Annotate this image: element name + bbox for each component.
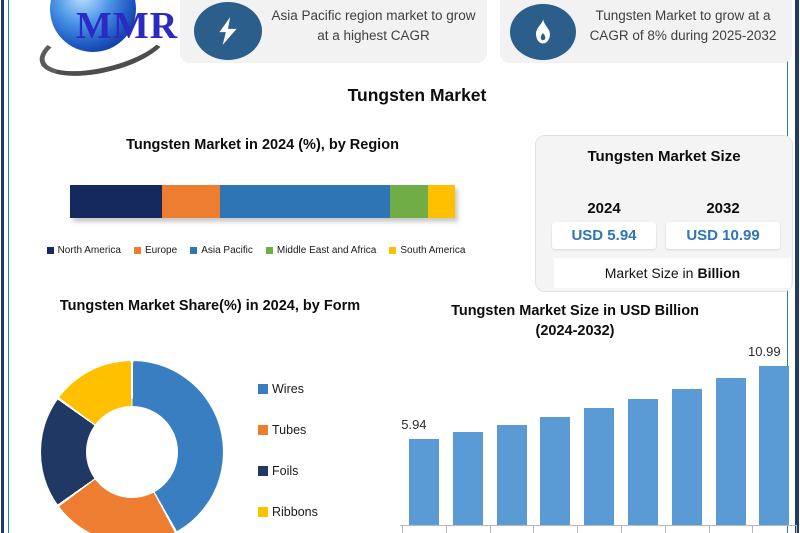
footnote-bold: Billion xyxy=(697,265,741,281)
highlight-card-text: Asia Pacific region market to grow at a … xyxy=(271,8,476,43)
panel-column-2032: 2032 USD 10.99 xyxy=(666,200,780,249)
form-donut-chart xyxy=(41,361,223,533)
axis-tick xyxy=(533,525,535,533)
trend-bar-2029 xyxy=(627,398,658,525)
legend-item: Wires xyxy=(258,382,318,396)
legend-label: Europe xyxy=(144,245,178,256)
axis-tick xyxy=(402,525,403,533)
legend-swatch xyxy=(190,247,198,254)
trend-chart-title: Tungsten Market Size in USD Billion (202… xyxy=(415,301,735,342)
axis-tick xyxy=(752,525,754,533)
panel-year: 2032 xyxy=(706,200,740,217)
x-axis-line xyxy=(400,525,796,526)
frame-left-inner xyxy=(8,0,9,533)
panel-value: USD 10.99 xyxy=(666,222,780,249)
legend-item: Ribbons xyxy=(258,505,318,519)
trend-bar-2025 xyxy=(452,432,483,525)
legend-swatch xyxy=(258,384,268,394)
panel-title: Tungsten Market Size xyxy=(587,148,741,165)
region-segment-asia-pacific xyxy=(220,185,390,218)
legend-label: Ribbons xyxy=(272,505,318,519)
axis-tick xyxy=(796,525,798,533)
panel-value: USD 5.94 xyxy=(552,222,656,249)
lightning-icon xyxy=(194,2,262,60)
legend-item: North America xyxy=(46,245,121,256)
frame-left-outer xyxy=(1,0,4,533)
bar-value-label: 5.94 xyxy=(401,417,427,433)
legend-label: South America xyxy=(400,245,466,256)
legend-item: Europe xyxy=(133,245,178,256)
region-segment-middle-east-and-africa xyxy=(389,185,429,218)
legend-item: Tubes xyxy=(258,423,318,437)
form-legend: Wires Tubes Foils Ribbons xyxy=(258,382,318,519)
bar-value-label: 10.99 xyxy=(748,344,781,360)
region-segment-north-america xyxy=(70,185,163,218)
highlight-card-heading-clipped: 8% CAGR xyxy=(580,0,782,3)
donut-hole xyxy=(86,406,178,498)
panel-year: 2024 xyxy=(587,200,621,217)
axis-tick xyxy=(489,525,491,533)
form-chart-title: Tungsten Market Share(%) in 2024, by For… xyxy=(59,298,361,314)
highlight-card-asia-pacific: Asia Pacific region market to grow at a … xyxy=(180,0,487,63)
highlight-card-cagr: 8% CAGR Tungsten Market to grow at a CAG… xyxy=(500,0,792,63)
trend-bar-2030 xyxy=(671,388,702,525)
trend-bar-2031 xyxy=(715,377,746,525)
legend-label: North America xyxy=(57,245,121,256)
highlight-card-text: Tungsten Market to grow at a CAGR of 8% … xyxy=(589,8,777,43)
axis-tick xyxy=(445,525,447,533)
footnote-prefix: Market Size in xyxy=(604,265,694,281)
frame-right-outer xyxy=(795,0,799,533)
logo-text: MMR xyxy=(76,5,179,47)
region-chart-title: Tungsten Market in 2024 (%), by Region xyxy=(126,137,399,153)
legend-label: Asia Pacific xyxy=(201,245,253,256)
panel-column-2024: 2024 USD 5.94 xyxy=(552,200,656,249)
legend-item: Middle East and Africa xyxy=(265,245,377,256)
trend-bar-2032 xyxy=(759,366,790,525)
axis-tick xyxy=(664,525,666,533)
flame-icon xyxy=(510,4,576,60)
legend-item: Foils xyxy=(258,464,318,478)
trend-bar-2026 xyxy=(496,424,527,525)
trend-bar-2027 xyxy=(540,416,571,525)
legend-label: Tubes xyxy=(272,423,307,437)
axis-tick xyxy=(621,525,622,533)
axis-tick xyxy=(708,525,710,533)
axis-tick xyxy=(577,525,579,533)
legend-item: South America xyxy=(389,245,465,256)
region-stacked-bar xyxy=(70,185,455,218)
market-size-panel: Tungsten Market Size 2024 USD 5.94 2032 … xyxy=(535,135,793,292)
region-segment-south-america xyxy=(428,185,455,218)
trend-bar-2028 xyxy=(584,408,615,525)
legend-swatch xyxy=(133,247,141,254)
legend-swatch xyxy=(265,247,273,254)
legend-swatch xyxy=(258,507,268,517)
legend-label: Wires xyxy=(272,382,304,396)
legend-label: Foils xyxy=(272,464,299,478)
trend-chart-title-line2: (2024-2032) xyxy=(535,323,615,340)
region-legend: North America Europe Asia Pacific Middle… xyxy=(25,245,487,256)
panel-footnote: Market Size in Billion xyxy=(554,258,791,288)
legend-swatch xyxy=(46,247,54,254)
legend-swatch xyxy=(258,425,268,435)
page-title: Tungsten Market xyxy=(347,85,487,105)
trend-bar-2024 xyxy=(408,439,439,525)
legend-swatch xyxy=(258,466,268,476)
legend-label: Middle East and Africa xyxy=(276,245,377,256)
legend-item: Asia Pacific xyxy=(190,245,253,256)
legend-swatch xyxy=(389,247,397,254)
trend-chart-title-line1: Tungsten Market Size in USD Billion xyxy=(451,303,699,319)
region-segment-europe xyxy=(162,185,221,218)
